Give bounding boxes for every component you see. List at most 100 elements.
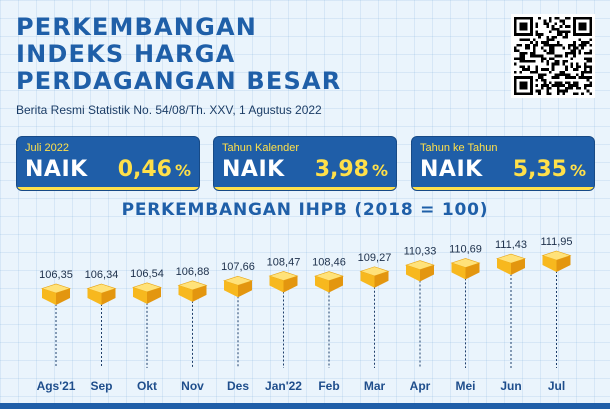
card-value-wrap: 5,35% xyxy=(513,157,586,182)
cube-right xyxy=(329,276,343,293)
cube-icon xyxy=(405,260,435,282)
x-tick-label: Mar xyxy=(364,379,386,393)
cube-left xyxy=(269,276,284,293)
cube-left xyxy=(224,280,238,298)
cube-left xyxy=(42,288,56,305)
data-label: 108,47 xyxy=(267,256,301,268)
cube-top xyxy=(496,253,526,264)
data-point: 106,88 Nov xyxy=(176,266,210,393)
card-value-wrap: 3,98% xyxy=(315,157,388,182)
card-accent-stripe xyxy=(214,187,396,190)
card-monthly-change: Juli 2022 NAIK 0,46% xyxy=(16,136,200,191)
data-label: 106,88 xyxy=(176,266,210,278)
cube-left xyxy=(497,258,511,276)
x-tick-label: Des xyxy=(227,379,249,393)
data-label: 109,27 xyxy=(358,252,392,264)
cube-right xyxy=(374,271,389,288)
card-label: Tahun Kalender xyxy=(222,142,300,154)
cube-right xyxy=(56,288,70,305)
data-label: 106,34 xyxy=(85,269,119,281)
x-tick-label: Feb xyxy=(318,379,339,393)
cube-left xyxy=(451,262,466,280)
subtitle: Berita Resmi Statistik No. 54/08/Th. XXV… xyxy=(16,103,322,117)
data-label: 107,66 xyxy=(221,261,255,273)
card-accent-stripe xyxy=(17,187,199,190)
data-label: 106,54 xyxy=(130,268,164,280)
cube-right xyxy=(420,265,434,282)
cube-icon xyxy=(132,282,162,304)
cube-icon xyxy=(86,283,117,305)
data-label: 111,95 xyxy=(540,236,572,248)
data-point: 111,95 Jul xyxy=(540,236,572,393)
cube-left xyxy=(315,276,329,293)
card-status: NAIK xyxy=(222,157,285,182)
cube-icon xyxy=(314,271,344,293)
data-point: 106,54 Okt xyxy=(130,268,164,393)
title-line-1: PERKEMBANGAN xyxy=(16,13,258,41)
title-line-2: INDEKS HARGA xyxy=(16,40,236,68)
data-label: 111,43 xyxy=(495,239,527,251)
card-yearly-change: Tahun ke Tahun NAIK 5,35% xyxy=(411,136,595,191)
card-value-wrap: 0,46% xyxy=(118,157,191,182)
x-tick-label: Jul xyxy=(548,379,565,393)
qr-code-icon[interactable] xyxy=(511,14,595,98)
x-tick-label: Apr xyxy=(410,379,431,393)
data-point: 106,35 Ags'21 xyxy=(37,269,76,393)
cube-right xyxy=(556,255,571,272)
title-line-3: PERDAGANGAN BESAR xyxy=(16,67,342,95)
card-label: Tahun ke Tahun xyxy=(420,142,498,154)
cube-left xyxy=(87,288,102,305)
cube-right xyxy=(101,288,116,305)
data-point: 108,46 Feb xyxy=(312,257,346,393)
cube-left xyxy=(542,255,557,272)
cube-right xyxy=(465,262,480,280)
cube-icon xyxy=(359,266,390,288)
cube-icon xyxy=(268,271,299,293)
data-point: 106,34 Sep xyxy=(85,269,119,393)
data-point: 109,27 Mar xyxy=(358,252,392,393)
x-tick-label: Sep xyxy=(90,379,112,393)
cube-icon xyxy=(541,250,572,272)
data-label: 108,46 xyxy=(312,257,346,269)
x-tick-label: Jun xyxy=(500,379,521,393)
cube-right xyxy=(147,287,161,304)
data-point: 110,69 Mei xyxy=(449,243,482,393)
card-value: 3,98 xyxy=(314,157,369,182)
data-label: 106,35 xyxy=(39,269,73,281)
cube-left xyxy=(406,265,420,282)
data-point: 107,66 Des xyxy=(221,261,255,393)
cube-right xyxy=(192,285,207,302)
card-status: NAIK xyxy=(25,157,88,182)
data-point: 110,33 Apr xyxy=(404,246,437,393)
page-title: PERKEMBANGAN INDEKS HARGA PERDAGANGAN BE… xyxy=(16,14,341,95)
x-tick-label: Okt xyxy=(137,379,157,393)
data-label: 110,33 xyxy=(404,246,437,258)
card-status: NAIK xyxy=(420,157,483,182)
card-value: 5,35 xyxy=(512,157,567,182)
cube-right xyxy=(238,280,252,298)
cube-left xyxy=(133,287,147,304)
x-tick-label: Nov xyxy=(181,379,204,393)
cube-left xyxy=(178,285,193,302)
card-unit: % xyxy=(174,161,191,180)
footer-bar xyxy=(0,403,610,409)
data-label: 110,69 xyxy=(449,243,482,255)
cube-right xyxy=(283,276,298,293)
cube-icon xyxy=(177,280,208,302)
card-unit: % xyxy=(371,161,388,180)
card-accent-stripe xyxy=(412,187,594,190)
cube-icon xyxy=(450,258,481,280)
cube-icon xyxy=(41,283,71,305)
data-point: 108,47 Jan'22 xyxy=(265,256,302,393)
card-calendar-change: Tahun Kalender NAIK 3,98% xyxy=(213,136,397,191)
card-value: 0,46 xyxy=(117,157,172,182)
x-tick-label: Ags'21 xyxy=(37,379,76,393)
cube-top xyxy=(41,283,71,294)
chart-title: PERKEMBANGAN IHPB (2018 = 100) xyxy=(121,200,489,220)
cube-icon xyxy=(223,275,253,298)
data-point: 111,43 Jun xyxy=(495,239,527,393)
cube-left xyxy=(360,271,375,288)
ihpb-chart: 106,35Ags'21106,34Sep106,54Okt106,88Nov1… xyxy=(37,236,573,393)
x-tick-label: Mei xyxy=(455,379,475,393)
card-unit: % xyxy=(569,161,586,180)
